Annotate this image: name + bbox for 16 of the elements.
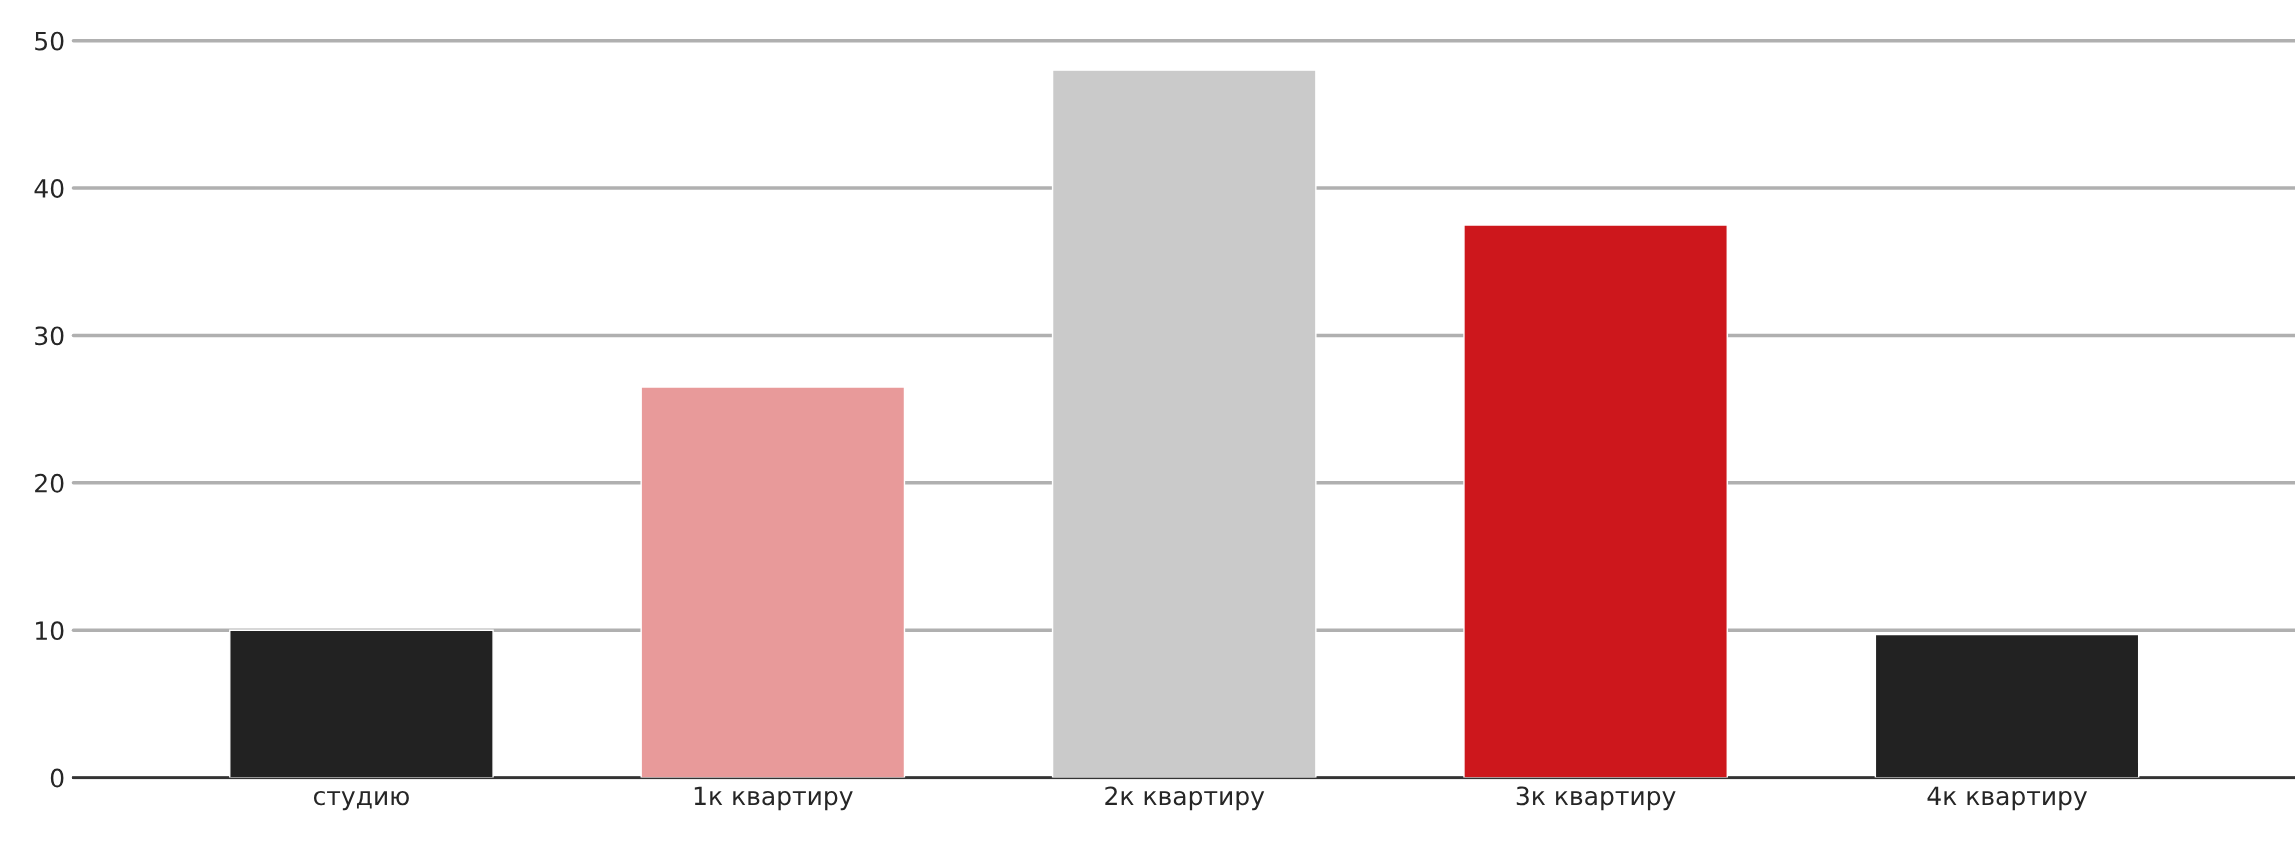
bar xyxy=(640,386,906,778)
y-tick-label: 50 xyxy=(35,31,64,51)
x-tick-label: студию xyxy=(313,790,409,811)
x-tick-label: 2к квартиру xyxy=(1105,786,1265,811)
y-tick-label: 30 xyxy=(35,326,64,346)
bar xyxy=(1874,633,2140,778)
y-tick-label: 20 xyxy=(35,473,64,493)
x-tick-label: 3к квартиру xyxy=(1516,786,1676,811)
y-tick-label: 10 xyxy=(36,621,64,641)
y-tick-label: 40 xyxy=(34,179,64,198)
y-tick-label: 0 xyxy=(50,768,64,788)
x-tick-label: 4к квартиру xyxy=(1927,786,2087,811)
bar xyxy=(229,629,494,778)
bar xyxy=(1463,224,1728,778)
bar xyxy=(1051,69,1317,778)
x-tick-label: 1к квартиру xyxy=(694,786,853,811)
